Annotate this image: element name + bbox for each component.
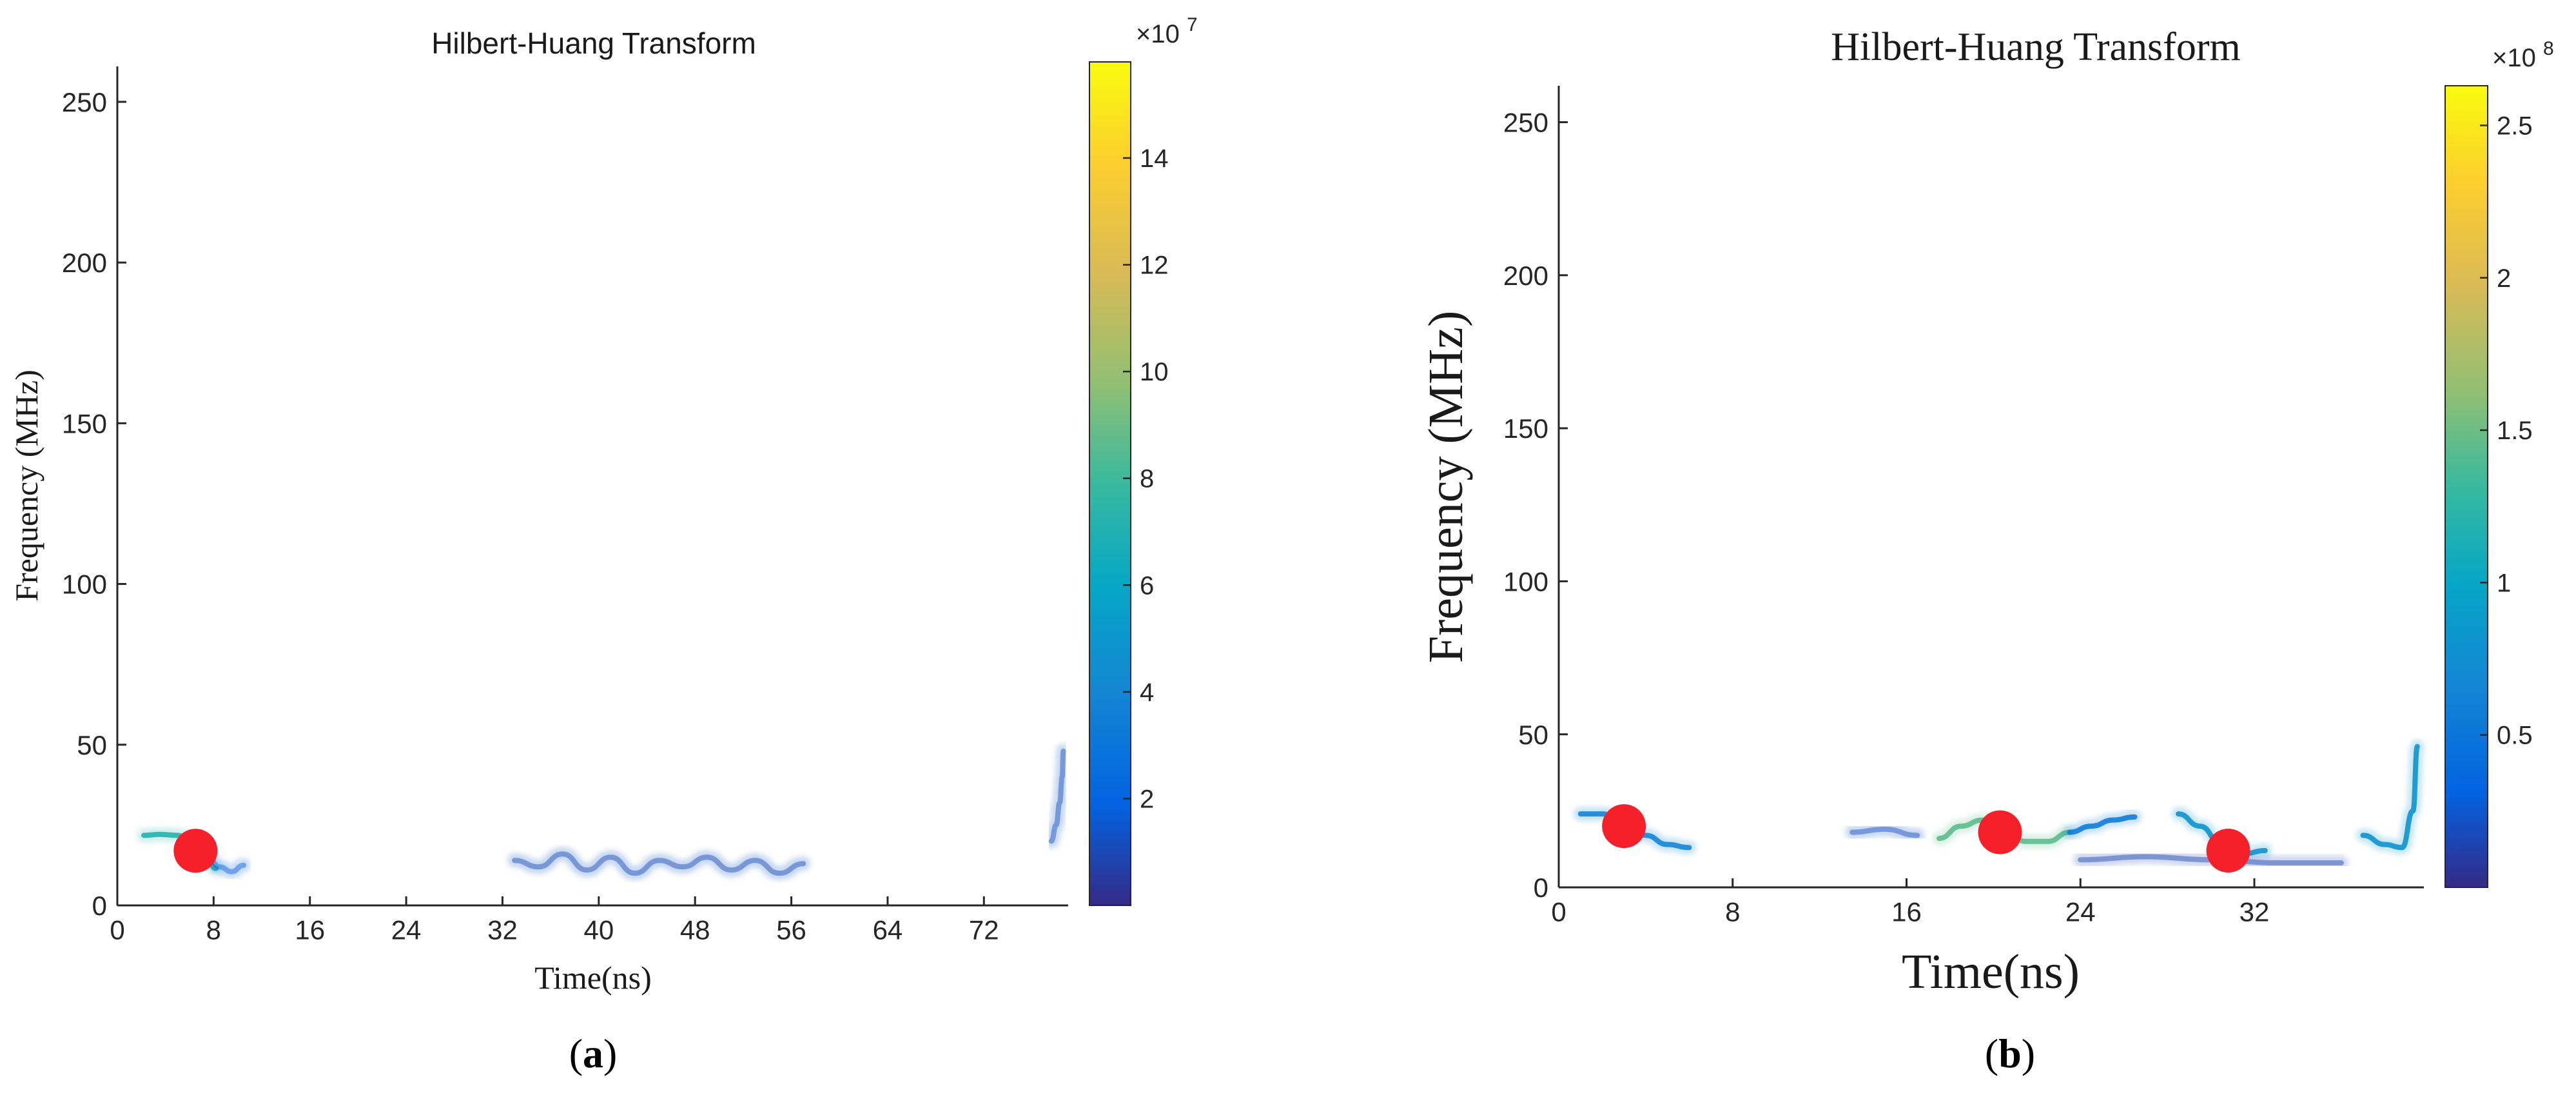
colorbar-tick-label: 4	[1140, 678, 1154, 707]
y-tick-label: 0	[92, 891, 107, 921]
colorbar-gradient	[2444, 85, 2488, 888]
hht-trace-glow	[507, 847, 811, 881]
colorbar-ticks: 2 4 6 8 10 12 14	[1123, 144, 1169, 813]
hht-traces	[137, 744, 1071, 881]
y-tick-label: 100	[62, 569, 107, 600]
peak-markers	[173, 829, 218, 873]
colorbar-ticks: 0.5 1 1.5 2 2.5	[2480, 112, 2533, 750]
axes	[116, 66, 1068, 907]
hht-trace-glow	[1845, 822, 1925, 843]
x-tick-label: 48	[680, 915, 710, 945]
x-tick-label: 72	[969, 915, 999, 945]
peak-marker	[2206, 829, 2250, 873]
panel-a: Hilbert-Huang Transform 050100150200250 …	[8, 14, 1198, 1076]
colorbar-tick-label: 6	[1140, 571, 1154, 600]
y-tick-label: 250	[62, 87, 107, 117]
colorbar: 2 4 6 8 10 12 14 ×10 7	[1089, 14, 1198, 906]
colorbar-tick-label: 0.5	[2497, 722, 2533, 750]
hht-trace	[1048, 748, 1066, 844]
peak-markers	[1602, 804, 2250, 873]
x-tick-label: 0	[1551, 897, 1566, 927]
y-ticks: 0 50 100 150 200 250	[62, 87, 126, 921]
peak-marker	[173, 829, 218, 873]
plot-area	[137, 744, 1071, 881]
colorbar: 0.5 1 1.5 2 2.5 ×10 8	[2444, 38, 2554, 888]
colorbar-tick-label: 1	[2497, 569, 2511, 597]
colorbar-tick-label: 8	[1140, 465, 1154, 493]
chart-title: Hilbert-Huang Transform	[1831, 25, 2240, 69]
colorbar-tick-label: 14	[1140, 144, 1169, 173]
y-tick-label: 150	[62, 408, 107, 439]
peak-marker	[1978, 810, 2022, 854]
y-axis-label: Frequency (MHz)	[1419, 311, 1473, 664]
panel-letter: a	[583, 1031, 603, 1076]
axes	[1557, 86, 2424, 889]
y-tick-label: 100	[1503, 567, 1548, 597]
x-tick-label: 24	[391, 915, 422, 945]
x-tick-label: 24	[2065, 897, 2096, 927]
x-tick-label: 32	[487, 915, 518, 945]
y-tick-label: 200	[1503, 261, 1548, 291]
y-axis-label: Frequency (MHz)	[8, 370, 44, 602]
colorbar-tick-label: 10	[1140, 358, 1169, 386]
y-tick-label: 150	[1503, 413, 1548, 444]
x-tick-label: 16	[295, 915, 325, 945]
panel-letter: b	[1998, 1031, 2022, 1076]
y-tick-label: 50	[77, 730, 107, 760]
y-ticks: 0 50 100 150 200 250	[1503, 108, 1568, 903]
hht-trace	[2360, 744, 2420, 851]
panel-label: (b)	[1985, 1031, 2035, 1076]
x-tick-label: 56	[776, 915, 806, 945]
colorbar-exponent-base: ×10	[1136, 20, 1180, 48]
y-tick-label: 200	[62, 248, 107, 278]
colorbar-gradient	[1089, 61, 1131, 906]
colorbar-exponent: ×10 8	[2492, 38, 2554, 72]
x-tick-label: 16	[1891, 897, 1922, 927]
hht-trace	[512, 851, 806, 876]
colorbar-tick-label: 2	[2497, 264, 2511, 293]
x-ticks: 0 8 16 24 32 40 48 56 64 72	[110, 896, 999, 945]
x-tick-label: 40	[583, 915, 614, 945]
hht-trace-glow	[1044, 744, 1071, 849]
panel-label: (a)	[569, 1031, 618, 1076]
x-tick-label: 8	[1725, 897, 1740, 927]
peak-marker	[1602, 804, 1646, 849]
x-tick-label: 0	[110, 915, 124, 945]
hht-trace	[1849, 826, 1920, 838]
hht-trace	[2067, 814, 2138, 835]
colorbar-tick-label: 2	[1140, 785, 1154, 813]
colorbar-exponent-power: 8	[2543, 38, 2554, 59]
x-tick-label: 8	[206, 915, 221, 945]
colorbar-exponent-power: 7	[1187, 14, 1198, 35]
y-tick-label: 50	[1518, 720, 1548, 750]
colorbar-exponent: ×10 7	[1136, 14, 1198, 48]
x-axis-label: Time(ns)	[534, 960, 652, 996]
x-ticks: 0 8 16 24 32	[1551, 878, 2269, 927]
colorbar-tick-label: 2.5	[2497, 112, 2533, 140]
x-tick-label: 64	[873, 915, 903, 945]
chart-title: Hilbert-Huang Transform	[431, 26, 756, 60]
x-tick-label: 32	[2239, 897, 2270, 927]
panel-b: Hilbert-Huang Transform 050100150200250 …	[1419, 25, 2554, 1076]
colorbar-exponent-base: ×10	[2492, 44, 2536, 72]
colorbar-tick-label: 1.5	[2497, 417, 2533, 445]
x-axis-label: Time(ns)	[1902, 945, 2080, 999]
y-tick-label: 0	[1534, 873, 1548, 903]
plot-area	[1573, 739, 2425, 873]
colorbar-tick-label: 12	[1140, 252, 1169, 280]
y-tick-label: 250	[1503, 108, 1548, 138]
